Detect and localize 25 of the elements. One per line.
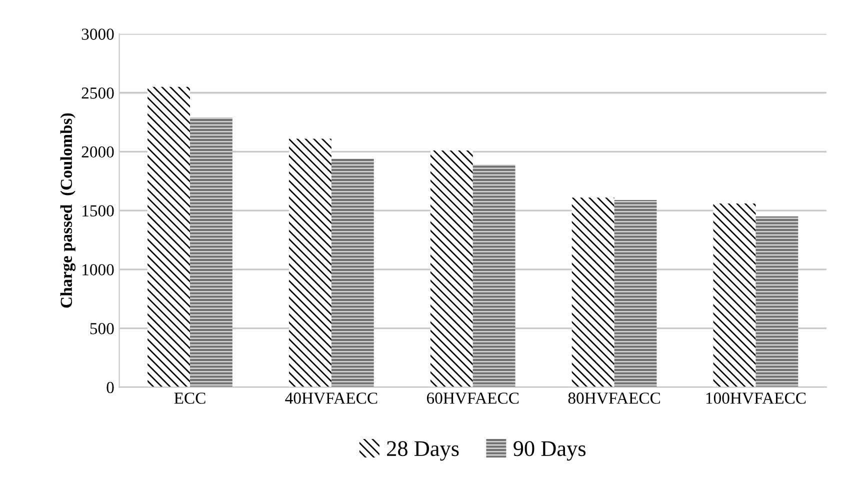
x-tick-label: 100HVFAECC — [706, 392, 806, 404]
bar — [148, 86, 190, 388]
x-tick-label: 40HVFAECC — [285, 392, 378, 404]
y-tick-label: 1000 — [82, 264, 114, 276]
bar — [756, 216, 798, 388]
legend-label: 90 Days — [514, 441, 586, 461]
x-tick-label: ECC — [174, 392, 206, 404]
bar — [190, 118, 232, 388]
bar — [713, 203, 756, 388]
y-tick-label: 2000 — [82, 146, 114, 158]
bar — [614, 200, 657, 388]
y-tick-label: 3000 — [82, 28, 114, 40]
y-tick-label: 0 — [106, 382, 114, 394]
bar — [430, 150, 473, 388]
x-tick-label: 60HVFAECC — [426, 392, 519, 404]
bar — [572, 198, 614, 388]
y-tick-label: 2500 — [82, 87, 114, 99]
x-tick-label: 80HVFAECC — [568, 392, 660, 404]
bar — [331, 158, 374, 388]
legend-label: 28 Days — [387, 441, 459, 461]
y-tick-label: 500 — [90, 323, 114, 334]
y-tick-label: 1500 — [82, 205, 114, 216]
bar — [289, 138, 332, 388]
bar — [472, 164, 516, 388]
y-axis-title: Charge passed (Coulombs) — [60, 113, 76, 308]
